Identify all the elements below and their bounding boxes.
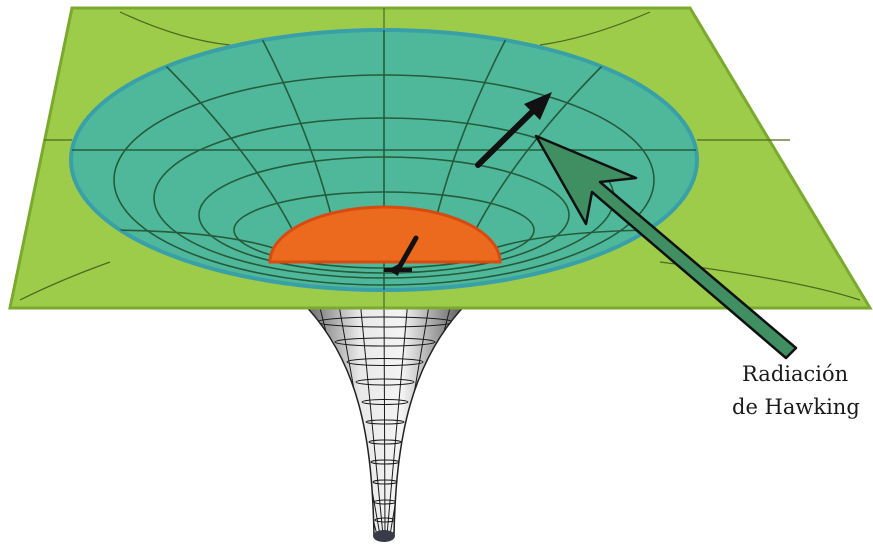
outgoing-particle-arrow — [475, 92, 552, 168]
hawking-radiation-label-line1: Radiación — [742, 362, 848, 386]
inward-particle-arrow — [384, 235, 419, 276]
event-horizon — [268, 205, 502, 264]
throat-cone — [298, 299, 472, 542]
plane-grid — [19, 8, 861, 308]
hawking-radiation-label-line2: de Hawking — [732, 395, 860, 419]
throat-bottom — [373, 530, 395, 542]
funnel-grid — [71, 30, 697, 290]
hawking-pointer-arrow — [534, 134, 798, 360]
